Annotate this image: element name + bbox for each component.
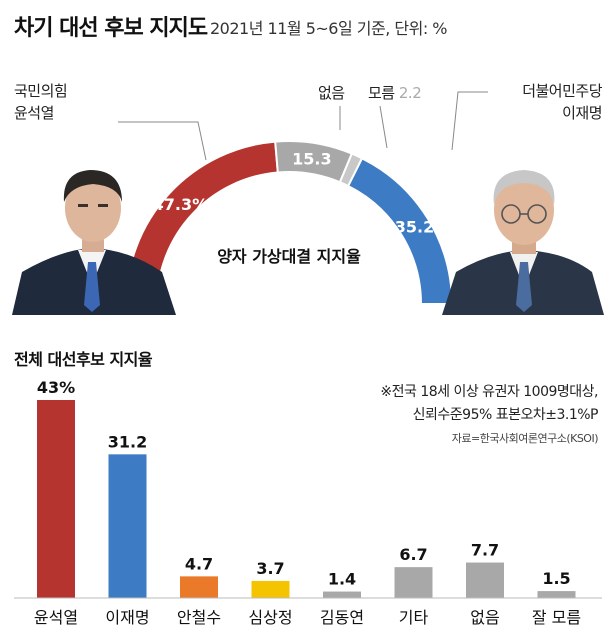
bar-6 (466, 562, 504, 598)
donut-chart: 47.3% 15.3 35.2 양자 가상대결 지지율 (124, 140, 454, 305)
yoon-party: 국민의힘 (14, 82, 68, 100)
yoon-name: 윤석열 (14, 104, 54, 122)
bar-2 (180, 576, 218, 598)
bar-category-label-2: 안철수 (177, 608, 221, 627)
bar-chart: 43% 윤석열 31.2 이재명 4.7 안철수 3.7 심상정 1.4 김동연 6.7 기타 7.7 없… (34, 378, 581, 627)
donut-value-label-1: 15.3 (292, 149, 331, 168)
lee-name: 이재명 (562, 104, 602, 122)
note-source: 자료=한국사회여론연구소(KSOI) (451, 432, 599, 445)
page-title: 차기 대선 후보 지지도 (14, 16, 208, 41)
bar-value-label-4: 1.4 (328, 570, 356, 589)
yoon-label: 국민의힘 윤석열 (14, 80, 68, 124)
bar-chart-title: 전체 대선후보 지지율 (14, 350, 153, 369)
bar-value-label-3: 3.7 (256, 559, 284, 578)
donut-value-label-0: 47.3% (153, 195, 209, 214)
unknown-leader-line (379, 105, 388, 149)
bar-value-label-5: 6.7 (399, 545, 427, 564)
bar-category-label-6: 없음 (470, 608, 499, 627)
lee-party: 더불어민주당 (522, 82, 602, 100)
page-subtitle: 2021년 11월 5~6일 기준, 단위: % (210, 19, 448, 38)
bar-value-label-2: 4.7 (185, 554, 213, 573)
bar-category-label-4: 김동연 (320, 608, 364, 627)
bar-category-label-5: 기타 (399, 608, 429, 627)
none-label: 없음 (318, 84, 345, 102)
bar-value-label-1: 31.2 (108, 432, 147, 451)
bar-category-label-1: 이재명 (105, 608, 149, 627)
donut-center-title: 양자 가상대결 지지율 (217, 247, 361, 266)
bar-category-label-7: 잘 모름 (532, 608, 581, 627)
bar-category-label-0: 윤석열 (34, 608, 78, 627)
bar-1 (108, 454, 147, 598)
donut-value-label-3: 35.2 (395, 218, 434, 237)
bar-category-label-3: 심상정 (248, 608, 292, 627)
unknown-label: 모름 2.2 (368, 82, 422, 104)
yoon-portrait-icon (12, 170, 176, 315)
note-line-1: ※전국 18세 이상 유권자 1009명대상, (380, 384, 598, 400)
unknown-label-text: 모름 (368, 84, 395, 102)
donut-slice-3 (346, 156, 454, 305)
unknown-value: 2.2 (398, 84, 422, 102)
lee-label: 더불어민주당 이재명 (522, 80, 602, 124)
lee-leader-line (451, 91, 488, 151)
lee-portrait-icon (442, 170, 604, 315)
bar-value-label-0: 43% (37, 378, 75, 397)
yoon-leader-line (118, 121, 207, 161)
note-line-2: 신뢰수준95% 표본오차±3.1%P (412, 407, 599, 423)
bar-4 (323, 591, 361, 598)
bar-3 (251, 580, 290, 598)
bar-value-label-7: 1.5 (542, 569, 570, 588)
bar-5 (394, 567, 433, 598)
bar-0 (37, 400, 75, 598)
bar-value-label-6: 7.7 (471, 541, 499, 560)
bar-7 (537, 591, 576, 598)
